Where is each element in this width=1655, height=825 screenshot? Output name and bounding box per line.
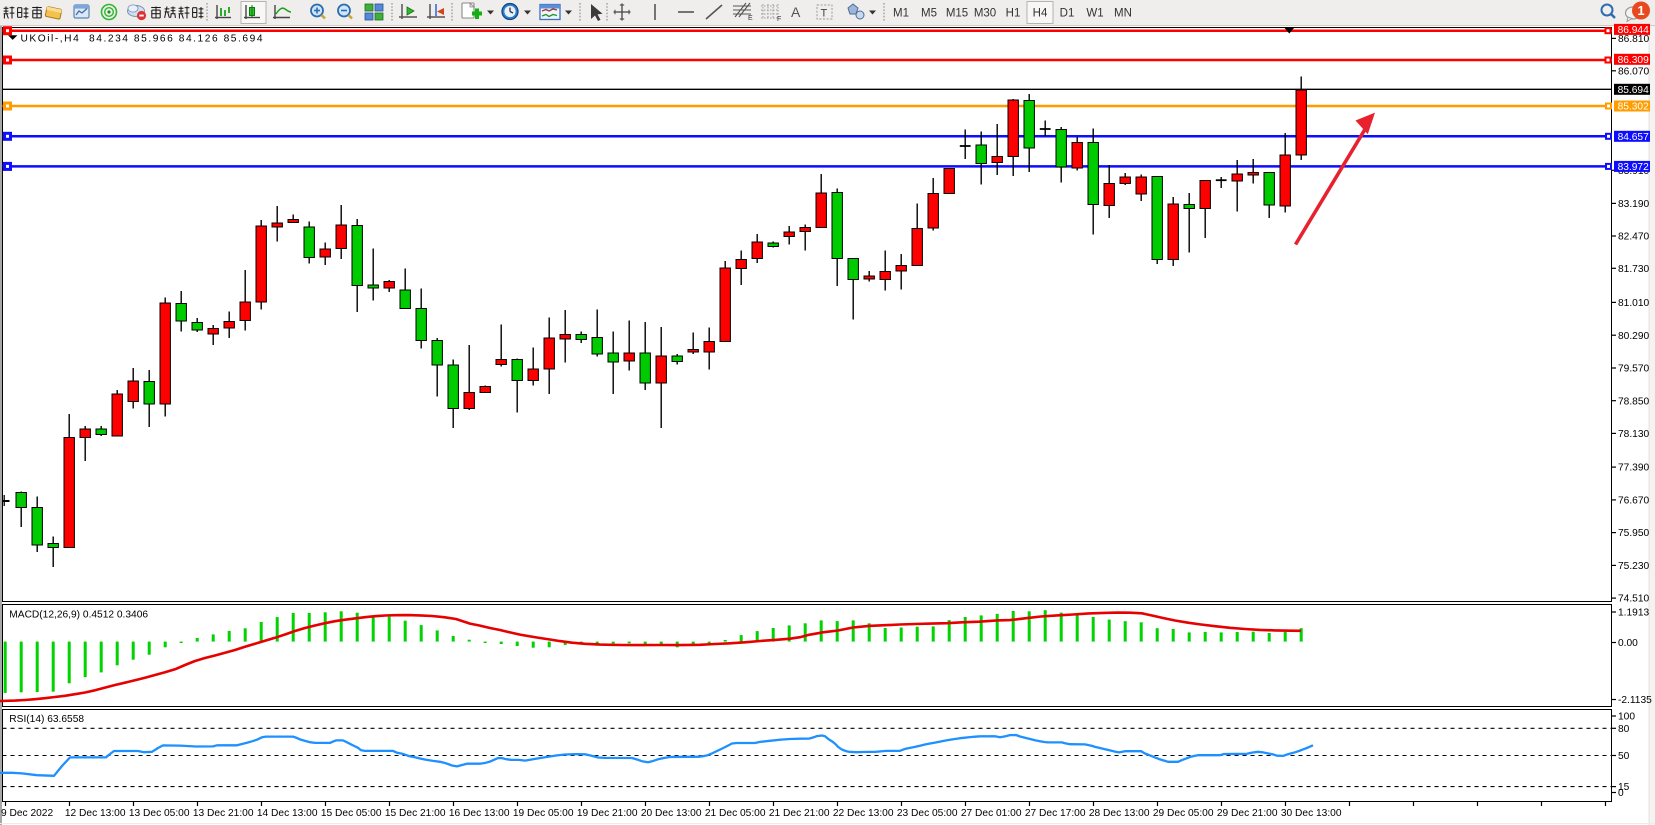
svg-text:15: 15 bbox=[1618, 782, 1630, 793]
svg-text:86.810: 86.810 bbox=[1618, 34, 1649, 45]
svg-text:RSI(14) 63.6558: RSI(14) 63.6558 bbox=[9, 714, 84, 725]
svg-text:75.230: 75.230 bbox=[1618, 561, 1649, 572]
svg-text:13 Dec 05:00: 13 Dec 05:00 bbox=[129, 808, 190, 819]
svg-text:14 Dec 13:00: 14 Dec 13:00 bbox=[257, 808, 318, 819]
svg-text:27 Dec 01:00: 27 Dec 01:00 bbox=[961, 808, 1022, 819]
svg-text:83.190: 83.190 bbox=[1618, 199, 1649, 210]
svg-text:T: T bbox=[821, 8, 828, 20]
svg-text:1: 1 bbox=[1637, 3, 1644, 18]
svg-text:0: 0 bbox=[1618, 788, 1624, 799]
svg-text:A: A bbox=[791, 4, 801, 20]
svg-text:78.850: 78.850 bbox=[1618, 396, 1649, 407]
svg-text:81.010: 81.010 bbox=[1618, 298, 1649, 309]
svg-text:30 Dec 13:00: 30 Dec 13:00 bbox=[1281, 808, 1342, 819]
svg-text:UKOil-,H4 84.234 85.966 84.12: UKOil-,H4 84.234 85.966 84.126 85.694 bbox=[21, 33, 265, 44]
svg-text:23 Dec 05:00: 23 Dec 05:00 bbox=[897, 808, 958, 819]
svg-text:29 Dec 21:00: 29 Dec 21:00 bbox=[1217, 808, 1278, 819]
svg-text:9 Dec 2022: 9 Dec 2022 bbox=[1, 808, 53, 819]
svg-text:M15: M15 bbox=[946, 8, 968, 20]
svg-text:15 Dec 21:00: 15 Dec 21:00 bbox=[385, 808, 446, 819]
svg-text:21 Dec 21:00: 21 Dec 21:00 bbox=[769, 808, 830, 819]
svg-text:19 Dec 05:00: 19 Dec 05:00 bbox=[513, 808, 574, 819]
svg-text:80: 80 bbox=[1618, 724, 1630, 735]
svg-text:E: E bbox=[748, 15, 753, 22]
svg-text:13 Dec 21:00: 13 Dec 21:00 bbox=[193, 808, 254, 819]
svg-text:84.657: 84.657 bbox=[1618, 132, 1649, 143]
svg-text:M1: M1 bbox=[893, 8, 909, 20]
svg-text:F: F bbox=[777, 16, 781, 23]
svg-text:75.950: 75.950 bbox=[1618, 528, 1649, 539]
svg-text:16 Dec 13:00: 16 Dec 13:00 bbox=[449, 808, 510, 819]
svg-text:79.570: 79.570 bbox=[1618, 364, 1649, 375]
svg-text:78.130: 78.130 bbox=[1618, 429, 1649, 440]
svg-text:21 Dec 05:00: 21 Dec 05:00 bbox=[705, 808, 766, 819]
svg-text:MACD(12,26,9) 0.4512 0.3406: MACD(12,26,9) 0.4512 0.3406 bbox=[9, 609, 148, 620]
svg-text:83.972: 83.972 bbox=[1618, 162, 1649, 173]
svg-text:29 Dec 05:00: 29 Dec 05:00 bbox=[1153, 808, 1214, 819]
svg-text:86.309: 86.309 bbox=[1618, 55, 1649, 66]
svg-text:15 Dec 05:00: 15 Dec 05:00 bbox=[321, 808, 382, 819]
svg-text:85.694: 85.694 bbox=[1618, 85, 1649, 96]
svg-text:M30: M30 bbox=[974, 8, 996, 20]
svg-text:86.944: 86.944 bbox=[1618, 25, 1649, 36]
svg-text:76.670: 76.670 bbox=[1618, 496, 1649, 507]
svg-text:12 Dec 13:00: 12 Dec 13:00 bbox=[65, 808, 126, 819]
svg-text:80.290: 80.290 bbox=[1618, 331, 1649, 342]
svg-text:82.470: 82.470 bbox=[1618, 232, 1649, 243]
svg-text:H4: H4 bbox=[1033, 8, 1048, 20]
svg-text:M5: M5 bbox=[921, 8, 937, 20]
svg-text:50: 50 bbox=[1618, 751, 1630, 762]
svg-text:D1: D1 bbox=[1060, 8, 1075, 20]
svg-text:85.302: 85.302 bbox=[1618, 102, 1649, 113]
svg-text:27 Dec 17:00: 27 Dec 17:00 bbox=[1025, 808, 1086, 819]
svg-text:0.00: 0.00 bbox=[1618, 638, 1638, 649]
svg-text:19 Dec 21:00: 19 Dec 21:00 bbox=[577, 808, 638, 819]
svg-text:81.730: 81.730 bbox=[1618, 264, 1649, 275]
svg-text:MN: MN bbox=[1114, 8, 1132, 20]
svg-text:74.510: 74.510 bbox=[1618, 594, 1649, 605]
svg-text:1.1913: 1.1913 bbox=[1618, 608, 1649, 619]
svg-text:77.390: 77.390 bbox=[1618, 463, 1649, 474]
svg-text:100: 100 bbox=[1618, 712, 1635, 723]
svg-text:28 Dec 13:00: 28 Dec 13:00 bbox=[1089, 808, 1150, 819]
svg-text:W1: W1 bbox=[1086, 8, 1103, 20]
svg-text:20 Dec 13:00: 20 Dec 13:00 bbox=[641, 808, 702, 819]
svg-text:H1: H1 bbox=[1006, 8, 1021, 20]
svg-text:22 Dec 13:00: 22 Dec 13:00 bbox=[833, 808, 894, 819]
svg-text:86.070: 86.070 bbox=[1618, 66, 1649, 77]
svg-text:-2.1135: -2.1135 bbox=[1618, 695, 1652, 706]
